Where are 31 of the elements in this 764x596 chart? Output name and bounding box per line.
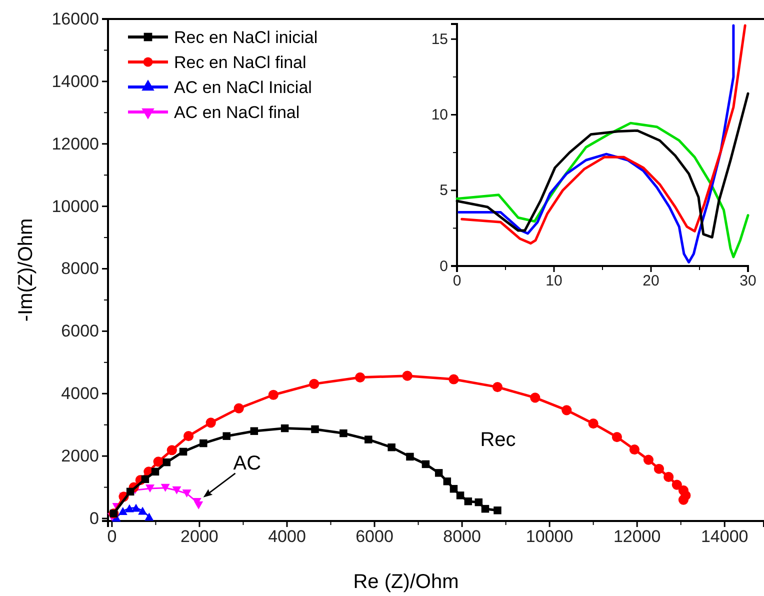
y-tick-label: 10 (431, 106, 448, 124)
legend-label: AC en NaCl Inicial (174, 78, 312, 97)
y-tick-label: 14000 (52, 72, 99, 91)
x-tick-label: 10 (546, 272, 562, 290)
legend-label: Rec en NaCl final (174, 53, 306, 72)
x-tick-label: 20 (642, 272, 660, 290)
y-tick-label: 5 (440, 182, 448, 200)
y-tick-label: 0 (440, 258, 448, 275)
y-tick-label: 2000 (61, 446, 99, 466)
x-tick-label: 6000 (356, 527, 394, 546)
annotation: AC (233, 452, 262, 474)
y-tick-label: 0 (90, 508, 99, 528)
annotation: Rec (480, 429, 516, 451)
x-tick-label: 10000 (526, 527, 574, 546)
x-tick-label: 14000 (700, 527, 748, 546)
legend-label: Rec en NaCl inicial (174, 28, 318, 47)
x-tick-label: 0 (452, 272, 462, 290)
y-axis-title: -Im(Z)/Ohm (15, 218, 37, 322)
y-tick-label: 15 (431, 30, 448, 48)
y-tick-label: 6000 (61, 322, 99, 341)
x-tick-label: 2000 (180, 527, 218, 546)
y-tick-label: 12000 (52, 134, 99, 154)
x-tick-label: 30 (740, 272, 756, 290)
y-tick-label: 10000 (52, 196, 99, 216)
x-tick-label: 12000 (613, 527, 661, 546)
legend-label: AC en NaCl final (174, 103, 300, 122)
x-tick-label: 0 (107, 527, 117, 546)
y-tick-label: 4000 (61, 384, 99, 404)
x-axis-title: Re (Z)/Ohm (353, 571, 459, 593)
y-tick-label: 16000 (52, 9, 99, 28)
x-tick-label: 4000 (268, 527, 306, 546)
